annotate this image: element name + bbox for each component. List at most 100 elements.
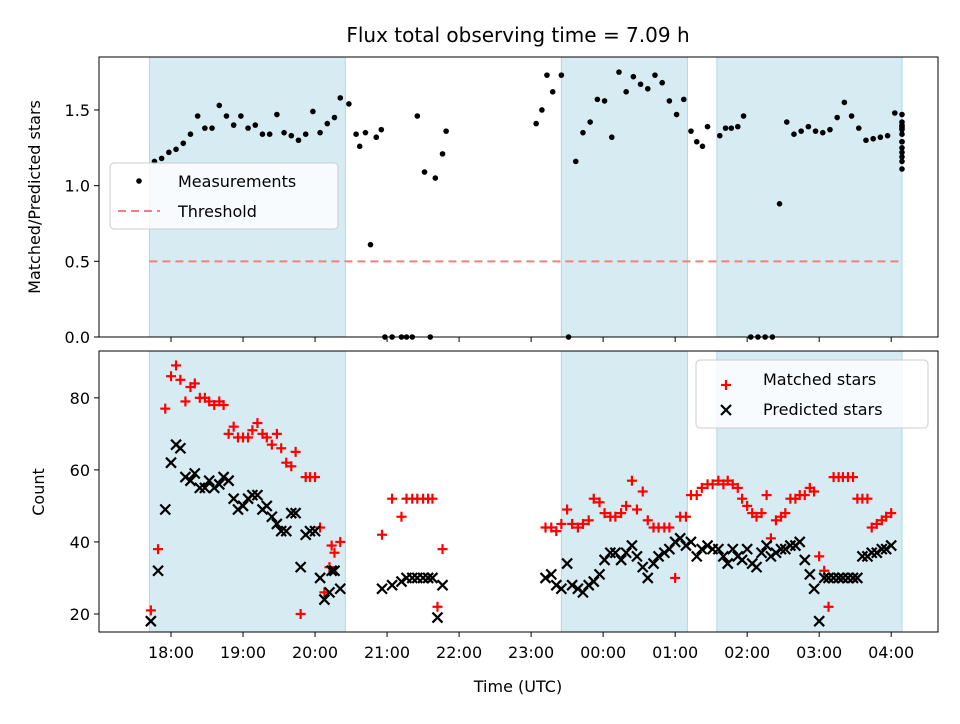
matched-star-point <box>616 508 627 519</box>
matched-star-point <box>871 518 882 529</box>
predicted-star-point <box>145 615 157 627</box>
predicted-star-point <box>615 554 627 566</box>
predicted-star-point <box>426 572 439 584</box>
predicted-star-point <box>266 510 278 523</box>
matched-star-point <box>599 508 610 519</box>
matched-star-point <box>572 522 583 533</box>
matched-star-point <box>228 421 239 432</box>
predicted-star-point <box>159 503 172 516</box>
predicted-star-point <box>386 579 398 591</box>
measurement-point <box>616 69 622 75</box>
measurement-point <box>439 151 446 157</box>
predicted-star-point <box>152 564 164 577</box>
matched-star-point <box>722 475 733 486</box>
matched-star-point <box>737 493 748 504</box>
measurement-point <box>899 145 905 151</box>
matched-star-point <box>295 608 306 619</box>
measurement-point <box>877 134 884 141</box>
predicted-star-point <box>406 572 419 584</box>
predicted-star-point <box>798 554 811 566</box>
predicted-star-point <box>865 546 878 559</box>
matched-star-point <box>204 396 215 407</box>
predicted-star-point <box>431 611 444 624</box>
matched-star-point <box>670 572 681 583</box>
measurement-point <box>680 96 687 103</box>
measurement-point <box>443 128 449 134</box>
matched-star-point <box>153 544 164 555</box>
matched-star-point <box>562 504 573 515</box>
chart-title: Flux total observing time = 7.09 h <box>346 23 689 47</box>
matched-star-point <box>271 428 282 439</box>
bottom-y-tick-label-1: 40 <box>70 533 90 552</box>
measurement-point <box>728 125 735 131</box>
matched-star-point <box>546 522 557 533</box>
measurement-point <box>266 131 273 137</box>
measurement-point <box>414 113 421 119</box>
measurement-point <box>432 175 439 181</box>
matched-star-point <box>266 439 277 450</box>
predicted-star-point <box>837 572 849 584</box>
x-tick-label-9: 03:00 <box>796 643 842 662</box>
predicted-star-point <box>750 561 763 573</box>
matched-star-point <box>276 443 287 454</box>
predicted-star-point <box>227 492 240 505</box>
predicted-star-point <box>194 482 206 494</box>
measurement-point <box>362 129 369 136</box>
matched-star-point <box>823 601 834 612</box>
x-tick-label-6: 00:00 <box>580 643 626 662</box>
bottom-x-ticks: 18:00 19:00 20:00 21:00 22:00 23:00 00:00 01:00… <box>148 632 914 662</box>
bottom-y-axis-label: Count <box>29 468 48 516</box>
matched-star-point <box>751 511 762 522</box>
measurement-point <box>194 113 201 119</box>
predicted-star-point <box>626 539 638 552</box>
predicted-star-point <box>851 572 864 584</box>
predicted-star-point <box>726 543 739 555</box>
legend-measurements-label: Measurements <box>178 172 296 191</box>
matched-star-point <box>310 472 321 483</box>
matched-star-point <box>664 522 675 533</box>
measurement-point <box>238 113 244 119</box>
predicted-star-point <box>304 525 316 537</box>
top-axes-frame <box>98 56 939 338</box>
predicted-star-point <box>793 536 806 548</box>
predicted-star-point <box>566 579 578 591</box>
matched-star-point <box>680 511 691 522</box>
predicted-star-point <box>822 572 835 584</box>
x-tick-label-4: 22:00 <box>436 643 482 662</box>
measurement-point <box>346 101 352 107</box>
predicted-star-point <box>184 474 197 487</box>
matched-star-point <box>209 400 220 411</box>
predicted-star-point <box>647 557 660 570</box>
measurement-point <box>805 123 812 130</box>
predicted-star-point <box>436 579 449 591</box>
matched-star-point <box>621 500 632 511</box>
measurement-point <box>899 131 905 137</box>
matched-star-point <box>642 515 653 526</box>
x-tick-label-2: 20:00 <box>292 643 338 662</box>
measurement-point <box>693 138 700 145</box>
measurement-point <box>158 155 165 162</box>
measurement-point <box>288 132 295 139</box>
measurement-point <box>310 108 316 115</box>
matched-star-point <box>223 428 234 439</box>
bottom-axes-frame <box>98 350 939 633</box>
x-tick-label-5: 23:00 <box>508 643 554 662</box>
measurement-point <box>722 125 729 131</box>
matched-star-point <box>814 551 825 562</box>
matched-star-point <box>862 493 873 504</box>
predicted-star-point <box>261 500 273 512</box>
measurement-point <box>421 169 428 175</box>
measurement-point <box>819 129 826 136</box>
predicted-star-point <box>804 568 816 581</box>
matched-star-point <box>713 475 724 486</box>
measurement-point <box>373 134 380 141</box>
top-y-ticks: 0.0 0.5 1.0 1.5 <box>65 101 99 347</box>
bottom-legend: Matched stars Predicted stars <box>695 359 929 429</box>
predicted-star-point <box>827 572 840 584</box>
predicted-star-point <box>741 543 753 555</box>
predicted-star-point <box>885 539 897 552</box>
matched-star-point <box>218 400 229 411</box>
matched-star-point <box>631 504 642 515</box>
measurement-point <box>245 125 251 131</box>
predicted-star-point <box>203 474 215 487</box>
